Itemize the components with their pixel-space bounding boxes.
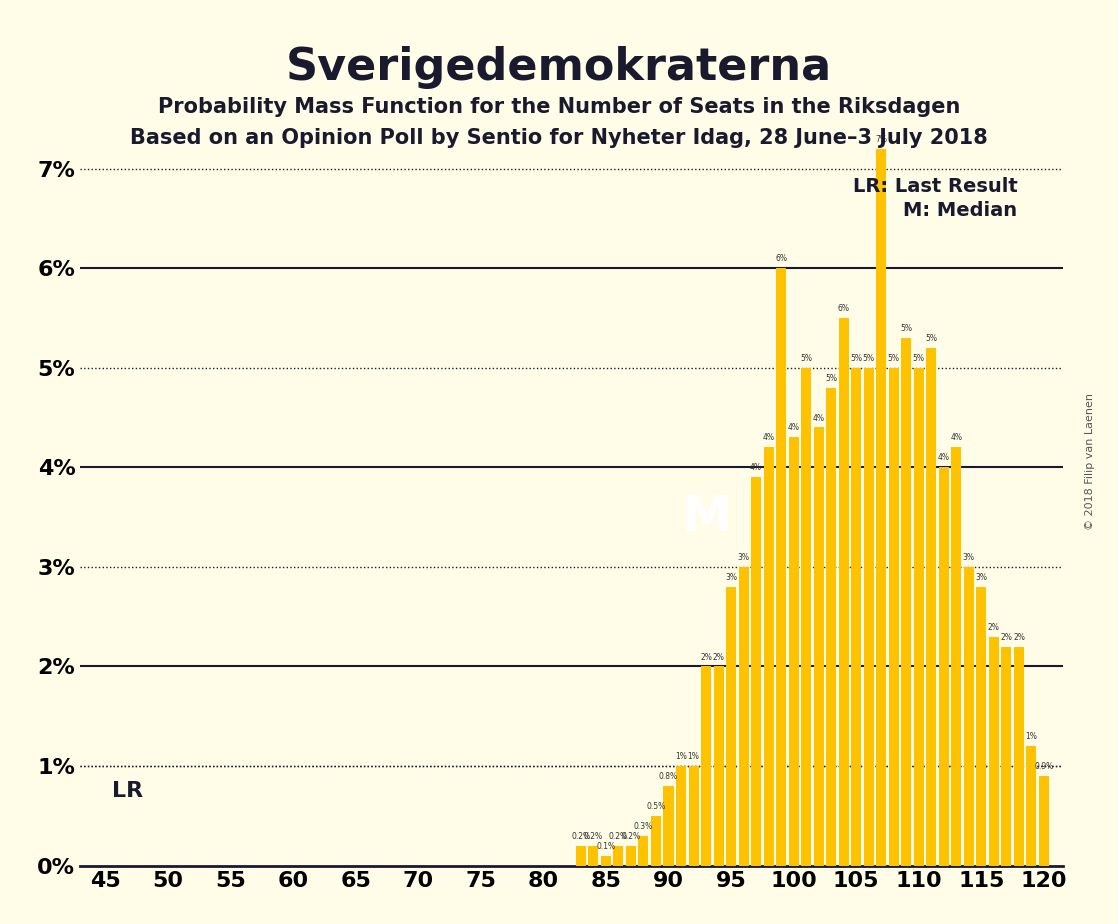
Bar	[1039, 776, 1049, 866]
Bar	[739, 567, 749, 866]
Bar	[864, 368, 874, 866]
Bar	[689, 766, 699, 866]
Text: 2%: 2%	[1001, 633, 1013, 641]
Bar	[1002, 647, 1012, 866]
Bar	[614, 845, 624, 866]
Bar	[838, 318, 849, 866]
Bar	[802, 368, 812, 866]
Text: 2%: 2%	[712, 652, 724, 662]
Text: 5%: 5%	[912, 354, 925, 363]
Text: 5%: 5%	[825, 373, 837, 383]
Text: 3%: 3%	[975, 573, 987, 582]
Bar	[939, 468, 949, 866]
Text: 1%: 1%	[1025, 732, 1038, 741]
Text: 6%: 6%	[837, 304, 850, 313]
Text: 0.2%: 0.2%	[622, 832, 641, 841]
Text: 3%: 3%	[726, 573, 737, 582]
Text: Based on an Opinion Poll by Sentio for Nyheter Idag, 28 June–3 July 2018: Based on an Opinion Poll by Sentio for N…	[130, 128, 988, 148]
Bar	[877, 149, 887, 866]
Bar	[927, 347, 937, 866]
Bar	[651, 816, 661, 866]
Bar	[814, 428, 824, 866]
Bar	[989, 637, 998, 866]
Bar	[588, 845, 598, 866]
Text: 2%: 2%	[988, 623, 999, 632]
Text: © 2018 Filip van Laenen: © 2018 Filip van Laenen	[1086, 394, 1095, 530]
Bar	[776, 268, 786, 866]
Text: LR: LR	[112, 781, 143, 801]
Text: 3%: 3%	[738, 553, 749, 562]
Text: 0.2%: 0.2%	[609, 832, 628, 841]
Text: 0.5%: 0.5%	[646, 802, 665, 811]
Text: 4%: 4%	[950, 433, 963, 443]
Bar	[976, 587, 986, 866]
Bar	[638, 836, 648, 866]
Text: 4%: 4%	[788, 423, 799, 432]
Text: 5%: 5%	[851, 354, 862, 363]
Bar	[701, 666, 711, 866]
Text: 0.2%: 0.2%	[571, 832, 590, 841]
Bar	[788, 437, 798, 866]
Text: 5%: 5%	[800, 354, 812, 363]
Text: 2%: 2%	[700, 652, 712, 662]
Text: 1%: 1%	[675, 752, 686, 761]
Text: 0.9%: 0.9%	[1034, 762, 1053, 771]
Bar	[889, 368, 899, 866]
Bar	[964, 567, 974, 866]
Text: 4%: 4%	[938, 454, 950, 462]
Bar	[726, 587, 736, 866]
Text: 3%: 3%	[963, 553, 975, 562]
Text: 5%: 5%	[926, 334, 937, 343]
Text: 0.2%: 0.2%	[584, 832, 603, 841]
Text: M: M	[681, 493, 731, 541]
Bar	[751, 478, 761, 866]
Text: M: Median: M: Median	[903, 201, 1017, 221]
Bar	[913, 368, 923, 866]
Bar	[663, 786, 673, 866]
Bar	[764, 447, 774, 866]
Text: Sverigedemokraterna: Sverigedemokraterna	[286, 46, 832, 90]
Text: 6%: 6%	[775, 254, 787, 263]
Text: 5%: 5%	[863, 354, 874, 363]
Text: 1%: 1%	[688, 752, 700, 761]
Bar	[713, 666, 723, 866]
Bar	[951, 447, 961, 866]
Text: 4%: 4%	[750, 463, 762, 472]
Bar	[1026, 747, 1036, 866]
Text: 4%: 4%	[762, 433, 775, 443]
Bar	[851, 368, 861, 866]
Text: 7%: 7%	[875, 135, 888, 144]
Bar	[1014, 647, 1024, 866]
Bar	[600, 856, 610, 866]
Text: 4%: 4%	[813, 414, 825, 422]
Bar	[576, 845, 586, 866]
Bar	[826, 388, 836, 866]
Text: 5%: 5%	[900, 324, 912, 333]
Text: Probability Mass Function for the Number of Seats in the Riksdagen: Probability Mass Function for the Number…	[158, 97, 960, 117]
Text: 0.1%: 0.1%	[596, 842, 616, 851]
Text: 2%: 2%	[1013, 633, 1025, 641]
Bar	[676, 766, 686, 866]
Bar	[901, 338, 911, 866]
Text: 5%: 5%	[888, 354, 900, 363]
Text: 0.8%: 0.8%	[659, 772, 678, 781]
Text: LR: Last Result: LR: Last Result	[853, 177, 1017, 197]
Bar	[626, 845, 636, 866]
Text: 0.3%: 0.3%	[634, 821, 653, 831]
